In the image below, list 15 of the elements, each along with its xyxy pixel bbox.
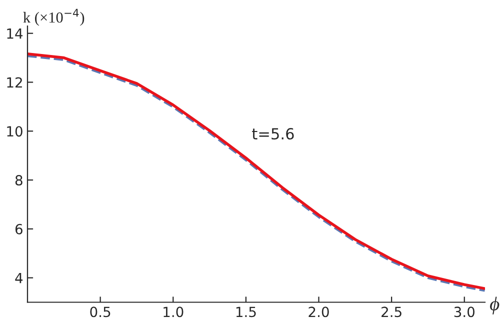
y-tick-label: 8 <box>15 174 22 186</box>
y-tick-label: 4 <box>15 272 23 284</box>
y-tick-label: 10 <box>7 126 22 137</box>
y-axis-title: k (×10$^{−4}$) <box>23 8 84 26</box>
x-tick-label: 0.5 <box>90 306 110 318</box>
y-tick-label: 12 <box>7 77 22 88</box>
y-tick-label: 14 <box>7 28 23 39</box>
x-tick-label: 1.5 <box>236 306 256 318</box>
x-axis-title: ϕ <box>490 296 500 314</box>
x-tick-label: 1.0 <box>164 306 184 318</box>
x-tick-label: 3.0 <box>454 306 474 318</box>
x-tick-label: 2.0 <box>308 306 329 318</box>
annotation: t=5.6 <box>252 128 294 140</box>
y-tick-label: 6 <box>15 224 22 234</box>
x-tick-label: 2.5 <box>382 306 402 318</box>
